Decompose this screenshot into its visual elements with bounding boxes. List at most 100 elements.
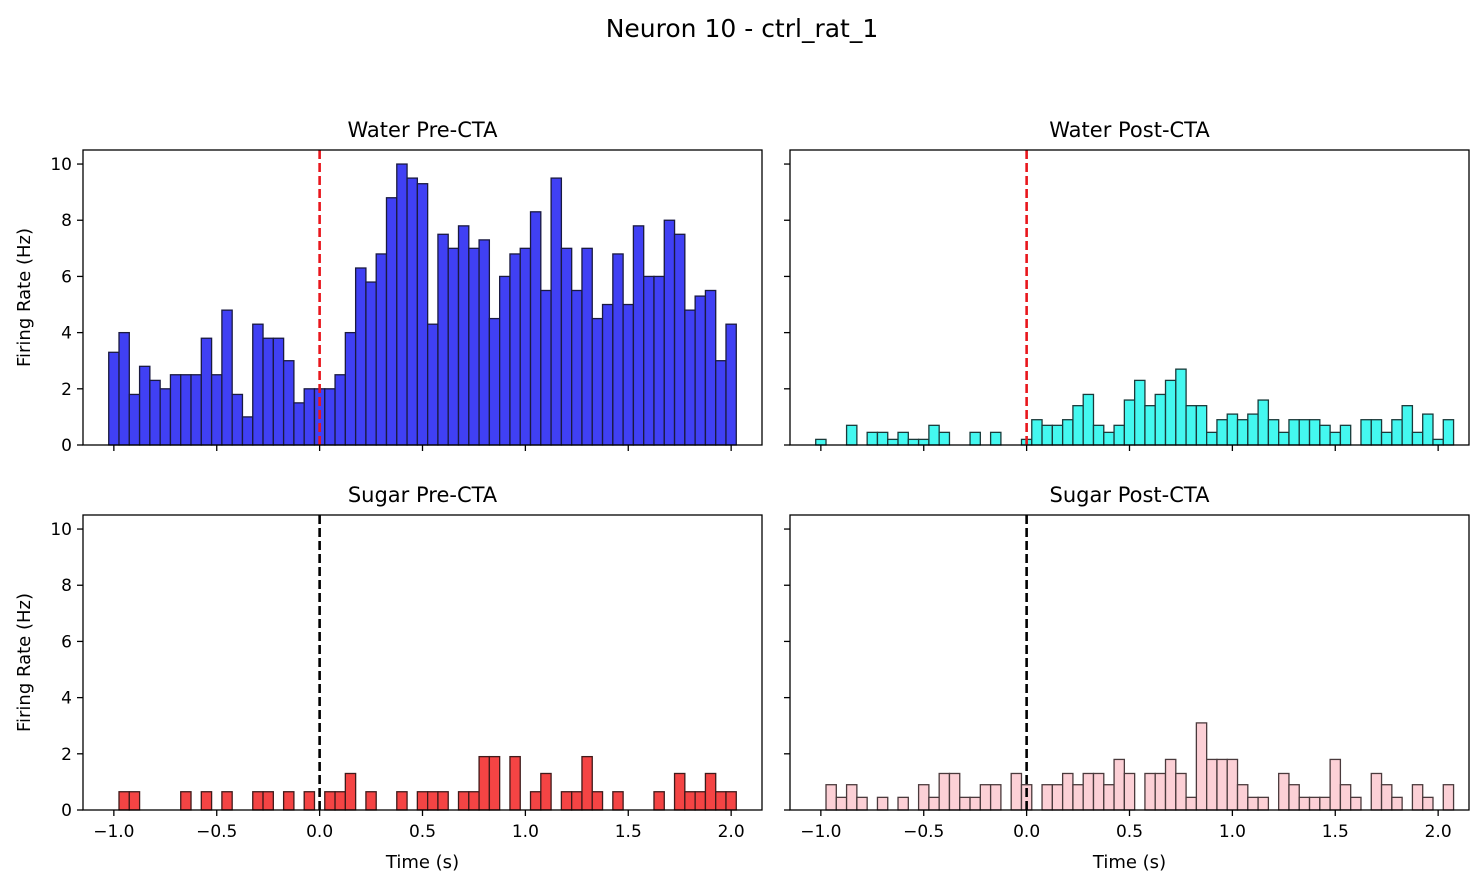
water-post-cta-bar-61 xyxy=(1442,419,1455,446)
sugar-post-cta-bar-11 xyxy=(928,796,940,811)
water-post-cta-bar-40 xyxy=(1226,413,1239,446)
sugar-pre-cta-bar-15 xyxy=(262,791,274,811)
water-post-cta-bar-11 xyxy=(928,424,940,446)
water-pre-cta-bar-50 xyxy=(622,303,635,446)
water-pre-cta-bar-59 xyxy=(715,360,727,446)
sugar-pre-cta-bar-19 xyxy=(303,791,316,811)
sugar-post-cta-xtick-label-4: 1.0 xyxy=(1219,822,1246,842)
water-pre-cta-bar-6 xyxy=(169,374,182,446)
water-post-cta-bar-54 xyxy=(1370,419,1383,446)
water-pre-cta-bar-30 xyxy=(416,183,429,446)
sugar-pre-cta-bar-44 xyxy=(560,791,573,811)
water-pre-cta-bar-23 xyxy=(344,331,357,446)
sugar-pre-cta-xlabel: Time (s) xyxy=(385,852,459,873)
sugar-pre-cta-bar-46 xyxy=(581,755,593,811)
water-pre-cta-bar-44 xyxy=(560,247,573,446)
sugar-post-cta-bar-49 xyxy=(1319,796,1331,811)
water-post-cta-bar-36 xyxy=(1185,405,1198,446)
sugar-post-cta-bar-50 xyxy=(1329,758,1342,811)
sugar-pre-cta-ytick-label-5: 10 xyxy=(50,520,72,540)
water-post-cta-bar-44 xyxy=(1267,419,1280,446)
sugar-post-cta-panel: −1.0 −0.5 0.0 0.5 1.0 1.5 2.0 Sugar Post-CTA Tim… xyxy=(784,483,1470,873)
water-post-cta-bar-57 xyxy=(1401,405,1414,446)
sugar-post-cta-bar-52 xyxy=(1350,796,1362,811)
sugar-post-cta-bar-40 xyxy=(1226,758,1239,811)
water-pre-cta-ytick-label-4: 8 xyxy=(61,211,72,231)
sugar-post-cta-xlabel: Time (s) xyxy=(1092,852,1166,873)
sugar-pre-cta-ytick-label-3: 6 xyxy=(61,632,72,652)
water-post-cta-bar-37 xyxy=(1195,405,1208,446)
water-post-cta-bar-22 xyxy=(1041,424,1053,446)
water-pre-cta-bar-33 xyxy=(447,247,460,446)
water-post-cta-bar-6 xyxy=(876,431,889,446)
sugar-post-cta-title: Sugar Post-CTA xyxy=(1050,483,1211,507)
sugar-post-cta-bar-8 xyxy=(897,796,909,811)
sugar-post-cta-bar-35 xyxy=(1175,772,1187,811)
sugar-post-cta-bar-17 xyxy=(989,784,1002,811)
sugar-pre-cta-bar-37 xyxy=(488,755,501,811)
sugar-post-cta-bar-42 xyxy=(1247,796,1259,811)
water-post-cta-title: Water Post-CTA xyxy=(1049,118,1210,142)
sugar-post-cta-bar-12 xyxy=(938,772,951,811)
sugar-post-cta-bar-28 xyxy=(1103,784,1115,811)
sugar-post-cta-bar-19 xyxy=(1010,772,1023,811)
sugar-post-cta-bar-58 xyxy=(1411,784,1424,811)
sugar-post-cta-bar-56 xyxy=(1391,796,1403,811)
sugar-post-cta-bar-54 xyxy=(1370,772,1383,811)
sugar-pre-cta-title: Sugar Pre-CTA xyxy=(348,483,498,507)
sugar-pre-cta-bar-47 xyxy=(591,791,604,811)
water-post-cta-bar-0 xyxy=(815,438,827,446)
sugar-post-cta-bar-46 xyxy=(1288,784,1300,811)
water-post-cta-bar-28 xyxy=(1103,431,1115,446)
sugar-post-cta-bar-14 xyxy=(959,796,971,811)
water-pre-cta-bar-36 xyxy=(478,239,491,446)
sugar-post-cta-bar-23 xyxy=(1051,784,1064,811)
water-pre-cta-bar-2 xyxy=(128,393,141,446)
water-pre-cta-bar-14 xyxy=(252,323,264,446)
water-pre-cta-bar-45 xyxy=(571,289,583,446)
sugar-post-cta-bar-16 xyxy=(979,784,992,811)
sugar-pre-cta-bar-31 xyxy=(426,791,439,811)
water-pre-cta-bar-31 xyxy=(426,323,439,446)
sugar-post-cta-xtick-label-3: 0.5 xyxy=(1116,822,1143,842)
water-post-cta-bar-39 xyxy=(1216,419,1228,446)
sugar-pre-cta-bar-57 xyxy=(694,791,707,811)
sugar-pre-cta-bar-28 xyxy=(396,791,408,811)
sugar-pre-cta-xtick-label-1: −0.5 xyxy=(196,822,237,842)
water-post-cta-bar-30 xyxy=(1123,399,1136,446)
water-pre-cta-bar-34 xyxy=(457,225,470,446)
sugar-pre-cta-bar-39 xyxy=(509,755,521,811)
water-pre-cta-bar-38 xyxy=(499,275,511,446)
sugar-pre-cta-bar-17 xyxy=(282,791,295,811)
sugar-pre-cta-bar-30 xyxy=(416,791,429,811)
sugar-pre-cta-ytick-label-4: 8 xyxy=(61,576,72,596)
water-post-cta-bar-51 xyxy=(1339,424,1352,446)
sugar-pre-cta-bar-58 xyxy=(704,772,717,811)
water-pre-cta-ytick-label-1: 2 xyxy=(61,380,72,400)
sugar-post-cta-bar-36 xyxy=(1185,796,1198,811)
sugar-post-cta-bar-10 xyxy=(917,784,930,811)
water-pre-cta-bar-53 xyxy=(653,275,665,446)
sugar-pre-cta-bar-59 xyxy=(715,791,727,811)
sugar-pre-cta-bar-11 xyxy=(221,791,233,811)
water-pre-cta-ytick-label-2: 4 xyxy=(61,324,72,344)
sugar-pre-cta-bar-45 xyxy=(571,791,583,811)
sugar-pre-cta-bar-2 xyxy=(128,791,141,811)
sugar-post-cta-bar-45 xyxy=(1278,772,1290,811)
water-post-cta-bar-27 xyxy=(1092,424,1105,446)
water-pre-cta-bar-43 xyxy=(550,177,563,446)
water-post-cta-bar-31 xyxy=(1133,379,1146,446)
sugar-pre-cta-bar-1 xyxy=(118,791,130,811)
water-pre-cta-ylabel: Firing Rate (Hz) xyxy=(14,228,35,367)
water-pre-cta-bar-40 xyxy=(519,247,532,446)
sugar-post-cta-xtick-label-5: 1.5 xyxy=(1322,822,1349,842)
sugar-post-cta-xtick-label-2: 0.0 xyxy=(1013,822,1040,842)
sugar-post-cta-bar-48 xyxy=(1308,796,1321,811)
sugar-pre-cta-xtick-label-6: 2.0 xyxy=(718,822,745,842)
water-pre-cta-panel: 0 2 4 6 8 10 Water Pre-CTA Firing Rate (Hz) xyxy=(14,118,763,456)
water-pre-cta-bar-17 xyxy=(282,360,295,446)
sugar-pre-cta-bar-25 xyxy=(365,791,377,811)
sugar-pre-cta-ytick-label-0: 0 xyxy=(61,801,72,821)
water-post-cta-bar-53 xyxy=(1360,419,1372,446)
